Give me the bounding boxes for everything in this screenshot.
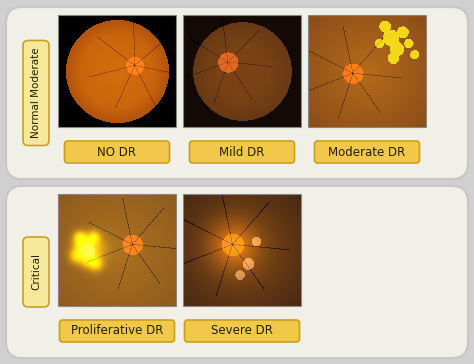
Bar	[308, 15, 426, 127]
FancyBboxPatch shape	[315, 141, 419, 163]
Text: NO DR: NO DR	[98, 146, 137, 158]
FancyBboxPatch shape	[23, 40, 49, 146]
Bar	[183, 194, 301, 306]
Bar	[183, 15, 301, 127]
Bar	[58, 194, 176, 306]
Text: Moderate DR: Moderate DR	[328, 146, 406, 158]
FancyBboxPatch shape	[60, 320, 174, 342]
FancyBboxPatch shape	[64, 141, 170, 163]
FancyBboxPatch shape	[6, 186, 468, 358]
FancyBboxPatch shape	[190, 141, 294, 163]
Text: Normal Moderate: Normal Moderate	[31, 48, 41, 138]
Text: Mild DR: Mild DR	[219, 146, 264, 158]
Bar	[58, 15, 176, 127]
Text: Proliferative DR: Proliferative DR	[71, 324, 163, 337]
FancyBboxPatch shape	[184, 320, 300, 342]
Text: Critical: Critical	[31, 253, 41, 290]
FancyBboxPatch shape	[6, 7, 468, 179]
Text: Severe DR: Severe DR	[211, 324, 273, 337]
FancyBboxPatch shape	[23, 237, 49, 307]
